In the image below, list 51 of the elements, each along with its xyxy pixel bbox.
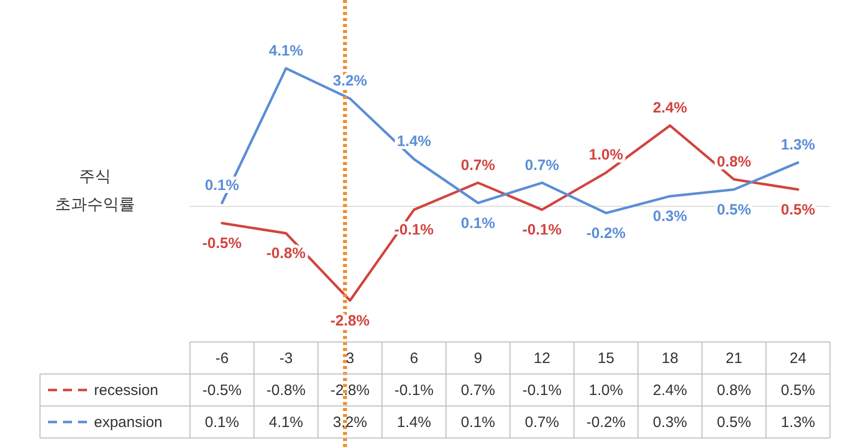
x-tick-label: -3 bbox=[279, 350, 293, 367]
text: -2.8% bbox=[330, 312, 370, 330]
text: -0.2% bbox=[586, 225, 626, 242]
data-label: -0.1% bbox=[394, 382, 434, 399]
legend-label: expansion bbox=[94, 414, 162, 431]
text: -0.5% bbox=[202, 235, 242, 252]
text: 3.2% bbox=[332, 72, 368, 90]
text: 0.7% bbox=[460, 156, 496, 174]
x-tick-label: 15 bbox=[598, 350, 614, 367]
text: 0.8% bbox=[716, 153, 752, 170]
text: 0.3% bbox=[652, 208, 688, 226]
text: 1.4% bbox=[396, 133, 432, 150]
data-label: -0.2% bbox=[586, 414, 626, 431]
x-tick-label: -6 bbox=[215, 350, 229, 367]
data-label: 0.8% bbox=[716, 382, 752, 399]
x-tick-label: 21 bbox=[726, 350, 742, 367]
data-label: -2.8% bbox=[330, 382, 370, 399]
data-label: 0.3% bbox=[652, 414, 688, 431]
y-axis-title: 주식 초과수익률 bbox=[55, 168, 135, 214]
x-tick-label: 6 bbox=[410, 350, 418, 367]
data-label: 0.1% bbox=[204, 414, 240, 431]
x-tick-label: 24 bbox=[790, 350, 806, 367]
text: 0.7% bbox=[524, 156, 560, 174]
text: 1.0% bbox=[588, 146, 624, 164]
text: -0.1% bbox=[522, 222, 562, 239]
data-label: 0.5% bbox=[780, 382, 816, 399]
text: 2.4% bbox=[652, 100, 688, 117]
text: 0.1% bbox=[460, 214, 496, 232]
x-tick-label: 9 bbox=[474, 350, 482, 367]
data-label: 4.1% bbox=[268, 414, 304, 431]
text: 4.1% bbox=[268, 42, 304, 60]
legend-label: recession bbox=[94, 382, 158, 399]
x-tick-label: 3 bbox=[346, 350, 354, 367]
text: 0.5% bbox=[780, 201, 816, 218]
data-label: -0.1% bbox=[522, 382, 562, 399]
text: -0.8% bbox=[266, 245, 306, 262]
data-label: 0.1% bbox=[460, 414, 496, 431]
data-label: 0.7% bbox=[460, 382, 496, 399]
data-label: 2.4% bbox=[652, 382, 688, 399]
text: 1.3% bbox=[780, 136, 816, 154]
data-label: 1.3% bbox=[780, 414, 816, 431]
data-label: -0.8% bbox=[266, 382, 306, 399]
data-label: 3.2% bbox=[332, 414, 368, 431]
data-label: 0.7% bbox=[524, 414, 560, 431]
x-tick-label: 12 bbox=[534, 350, 550, 367]
text: 0.5% bbox=[716, 201, 752, 218]
data-label: 1.4% bbox=[396, 414, 432, 431]
data-label: -0.5% bbox=[202, 382, 242, 399]
data-label: 0.5% bbox=[716, 414, 752, 431]
data-label: 1.0% bbox=[588, 382, 624, 399]
x-tick-label: 18 bbox=[662, 350, 678, 367]
